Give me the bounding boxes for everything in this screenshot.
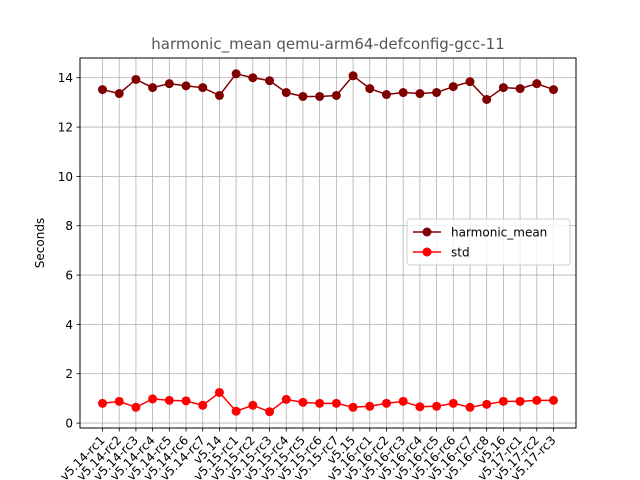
y-tick-label: 6 bbox=[65, 269, 73, 283]
data-point bbox=[265, 407, 275, 417]
data-point bbox=[448, 398, 458, 408]
legend-item-std: std bbox=[413, 246, 470, 260]
data-point bbox=[131, 74, 141, 84]
y-axis: 0 2 4 6 8 10 12 14 bbox=[58, 71, 80, 431]
plot-area-frame bbox=[79, 57, 577, 429]
data-point bbox=[482, 94, 492, 104]
legend-swatch-marker bbox=[422, 247, 432, 257]
data-point bbox=[532, 79, 542, 89]
data-point bbox=[181, 81, 191, 91]
data-point bbox=[498, 83, 508, 93]
series-line bbox=[102, 72, 554, 101]
data-point bbox=[448, 82, 458, 92]
series-std bbox=[98, 387, 558, 417]
x-axis: v5.14-rc1v5.14-rc2v5.14-rc3v5.14-rc4v5.1… bbox=[57, 428, 559, 480]
data-point bbox=[549, 85, 558, 95]
legend-frame bbox=[406, 218, 571, 266]
data-point bbox=[381, 398, 391, 408]
data-point bbox=[164, 395, 174, 405]
data-point bbox=[198, 400, 208, 410]
y-tick-label: 12 bbox=[58, 121, 73, 135]
data-point bbox=[415, 402, 425, 412]
data-point bbox=[398, 88, 408, 98]
data-point bbox=[248, 73, 258, 83]
data-point bbox=[214, 90, 224, 100]
data-point bbox=[248, 400, 258, 410]
data-point bbox=[98, 85, 107, 95]
data-point bbox=[148, 83, 158, 93]
data-point bbox=[515, 396, 525, 406]
data-point bbox=[415, 89, 425, 99]
legend-item-harmonic_mean: harmonic_mean bbox=[413, 226, 547, 240]
data-point bbox=[515, 84, 525, 94]
grid-lines bbox=[80, 58, 576, 428]
data-point bbox=[315, 398, 325, 408]
data-point bbox=[114, 396, 124, 406]
data-point bbox=[298, 91, 308, 101]
data-point bbox=[164, 79, 174, 89]
legend-swatch-marker bbox=[422, 227, 432, 237]
y-tick-label: 4 bbox=[65, 318, 73, 332]
data-point bbox=[532, 395, 542, 405]
data-point bbox=[365, 401, 375, 411]
data-point bbox=[198, 83, 208, 93]
data-point bbox=[331, 90, 341, 100]
data-point bbox=[549, 395, 558, 405]
data-point bbox=[432, 88, 442, 98]
series-layer bbox=[98, 69, 558, 417]
data-point bbox=[465, 77, 475, 87]
data-point bbox=[398, 396, 408, 406]
legend-label: std bbox=[451, 246, 470, 260]
data-point bbox=[348, 71, 358, 81]
y-tick-label: 0 bbox=[65, 417, 73, 431]
data-point bbox=[114, 89, 124, 99]
data-point bbox=[381, 90, 391, 100]
legend-label: harmonic_mean bbox=[451, 226, 547, 240]
series-line bbox=[102, 391, 554, 413]
data-point bbox=[465, 402, 475, 412]
data-point bbox=[298, 397, 308, 407]
series-harmonic_mean bbox=[98, 69, 558, 104]
data-point bbox=[281, 394, 291, 404]
data-point bbox=[315, 91, 325, 101]
data-point bbox=[181, 396, 191, 406]
data-point bbox=[432, 401, 442, 411]
data-point bbox=[331, 398, 341, 408]
y-tick-label: 10 bbox=[58, 170, 73, 184]
data-point bbox=[231, 406, 241, 416]
data-point bbox=[131, 402, 141, 412]
data-point bbox=[281, 88, 291, 98]
data-point bbox=[348, 402, 358, 412]
data-point bbox=[148, 394, 158, 404]
chart-title: harmonic_mean qemu-arm64-defconfig-gcc-1… bbox=[151, 35, 504, 54]
data-point bbox=[365, 84, 375, 94]
y-tick-label: 14 bbox=[58, 71, 73, 85]
data-point bbox=[482, 399, 492, 409]
data-point bbox=[231, 69, 241, 79]
y-axis-label: Seconds bbox=[33, 218, 47, 268]
data-point bbox=[98, 398, 107, 408]
y-tick-label: 8 bbox=[65, 219, 73, 233]
data-point bbox=[498, 396, 508, 406]
data-point bbox=[265, 76, 275, 86]
data-point bbox=[214, 387, 224, 397]
y-tick-label: 2 bbox=[65, 367, 73, 381]
